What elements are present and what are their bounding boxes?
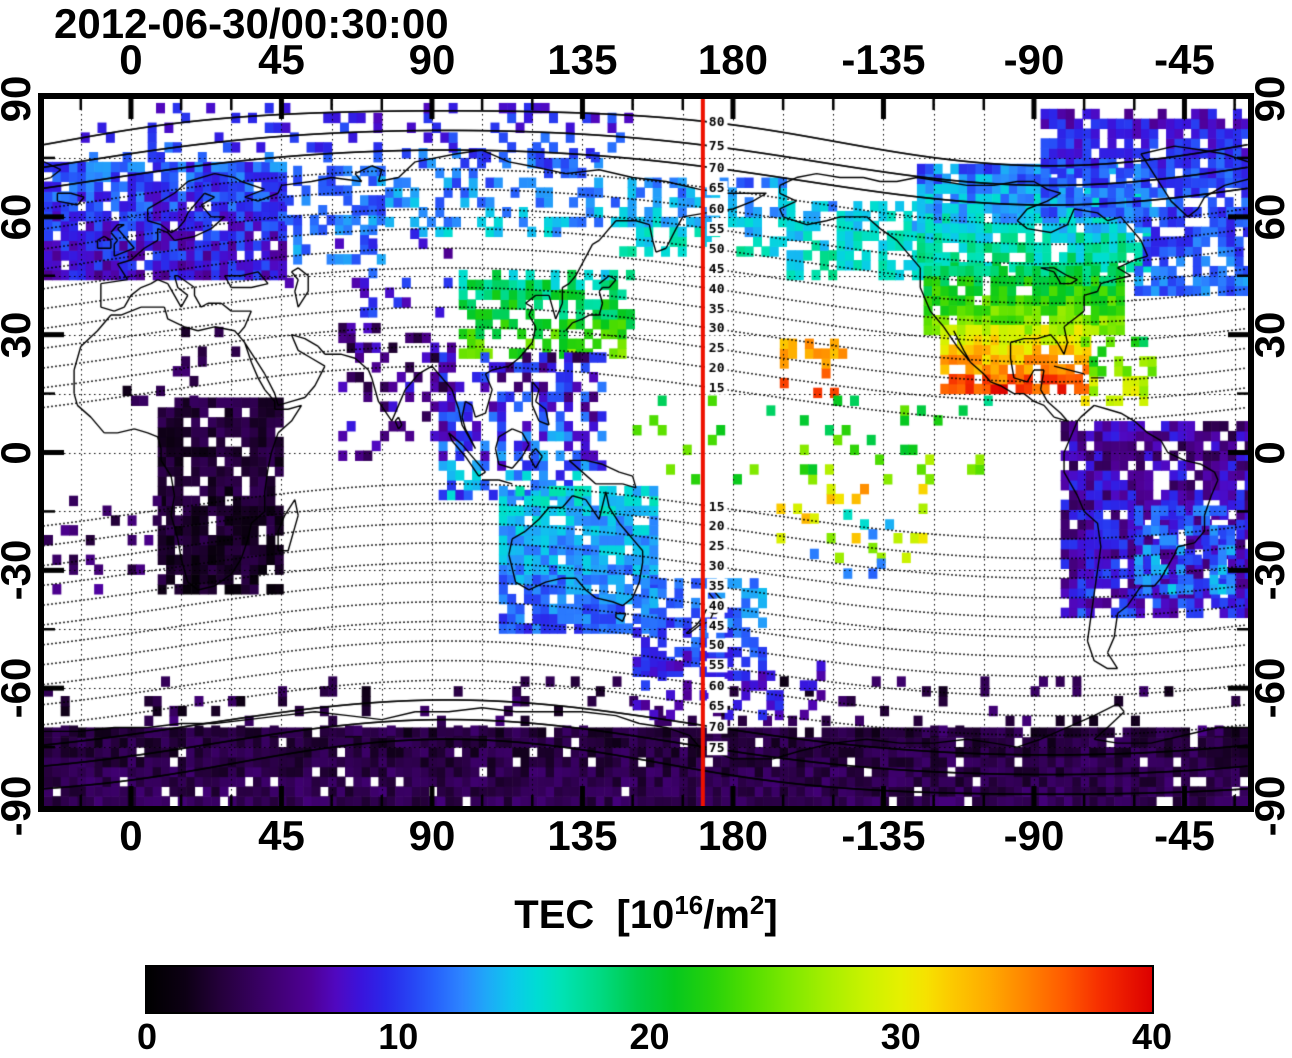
lat-tick-label-left: -30 (0, 539, 39, 601)
lon-tick-label-bottom: 90 (408, 812, 456, 859)
colorbar-title-exponent: 16 (674, 890, 704, 920)
lon-tick-label-top: -135 (841, 36, 926, 83)
lon-tick-label-bottom: -45 (1154, 812, 1215, 859)
map-frame (38, 93, 1254, 812)
map-canvas (44, 99, 1248, 806)
colorbar-title-suffix: ] (764, 893, 778, 937)
colorbar-tick-label: 30 (880, 1016, 921, 1057)
colorbar-title-prefix: TEC [10 (514, 893, 675, 937)
lat-tick-label-left: 90 (0, 75, 39, 123)
lat-tick-label-left: -90 (0, 775, 39, 837)
colorbar-tick-label: 40 (1131, 1016, 1173, 1057)
lat-tick-label-left: -60 (0, 657, 39, 719)
colorbar (145, 965, 1154, 1014)
lon-tick-label-bottom: 45 (258, 812, 305, 859)
colorbar-title: TEC [1016/m2] (0, 890, 1292, 938)
lon-tick-label-top: -45 (1154, 36, 1215, 83)
lon-tick-label-bottom: 135 (547, 812, 618, 859)
colorbar-tick-label: 10 (378, 1016, 419, 1057)
colorbar-tick-label: 0 (136, 1016, 158, 1057)
timestamp-label: 2012-06-30/00:30:00 (54, 0, 449, 47)
colorbar-title-mid: /m (703, 893, 750, 937)
colorbar-tick-label: 20 (629, 1016, 670, 1057)
lon-tick-label-bottom: -90 (1003, 812, 1065, 859)
lat-tick-label-left: 0 (0, 441, 40, 464)
lon-tick-label-bottom: 180 (697, 812, 768, 859)
lon-tick-label-top: 180 (697, 36, 768, 83)
lat-tick-label-left: 60 (0, 193, 39, 241)
colorbar-title-power: 2 (749, 890, 765, 920)
lon-tick-label-bottom: 0 (119, 812, 143, 859)
lon-tick-label-top: -90 (1003, 36, 1065, 83)
lat-tick-label-left: 30 (0, 311, 39, 359)
lon-tick-label-bottom: -135 (841, 812, 926, 859)
lon-tick-label-top: 135 (547, 36, 618, 83)
